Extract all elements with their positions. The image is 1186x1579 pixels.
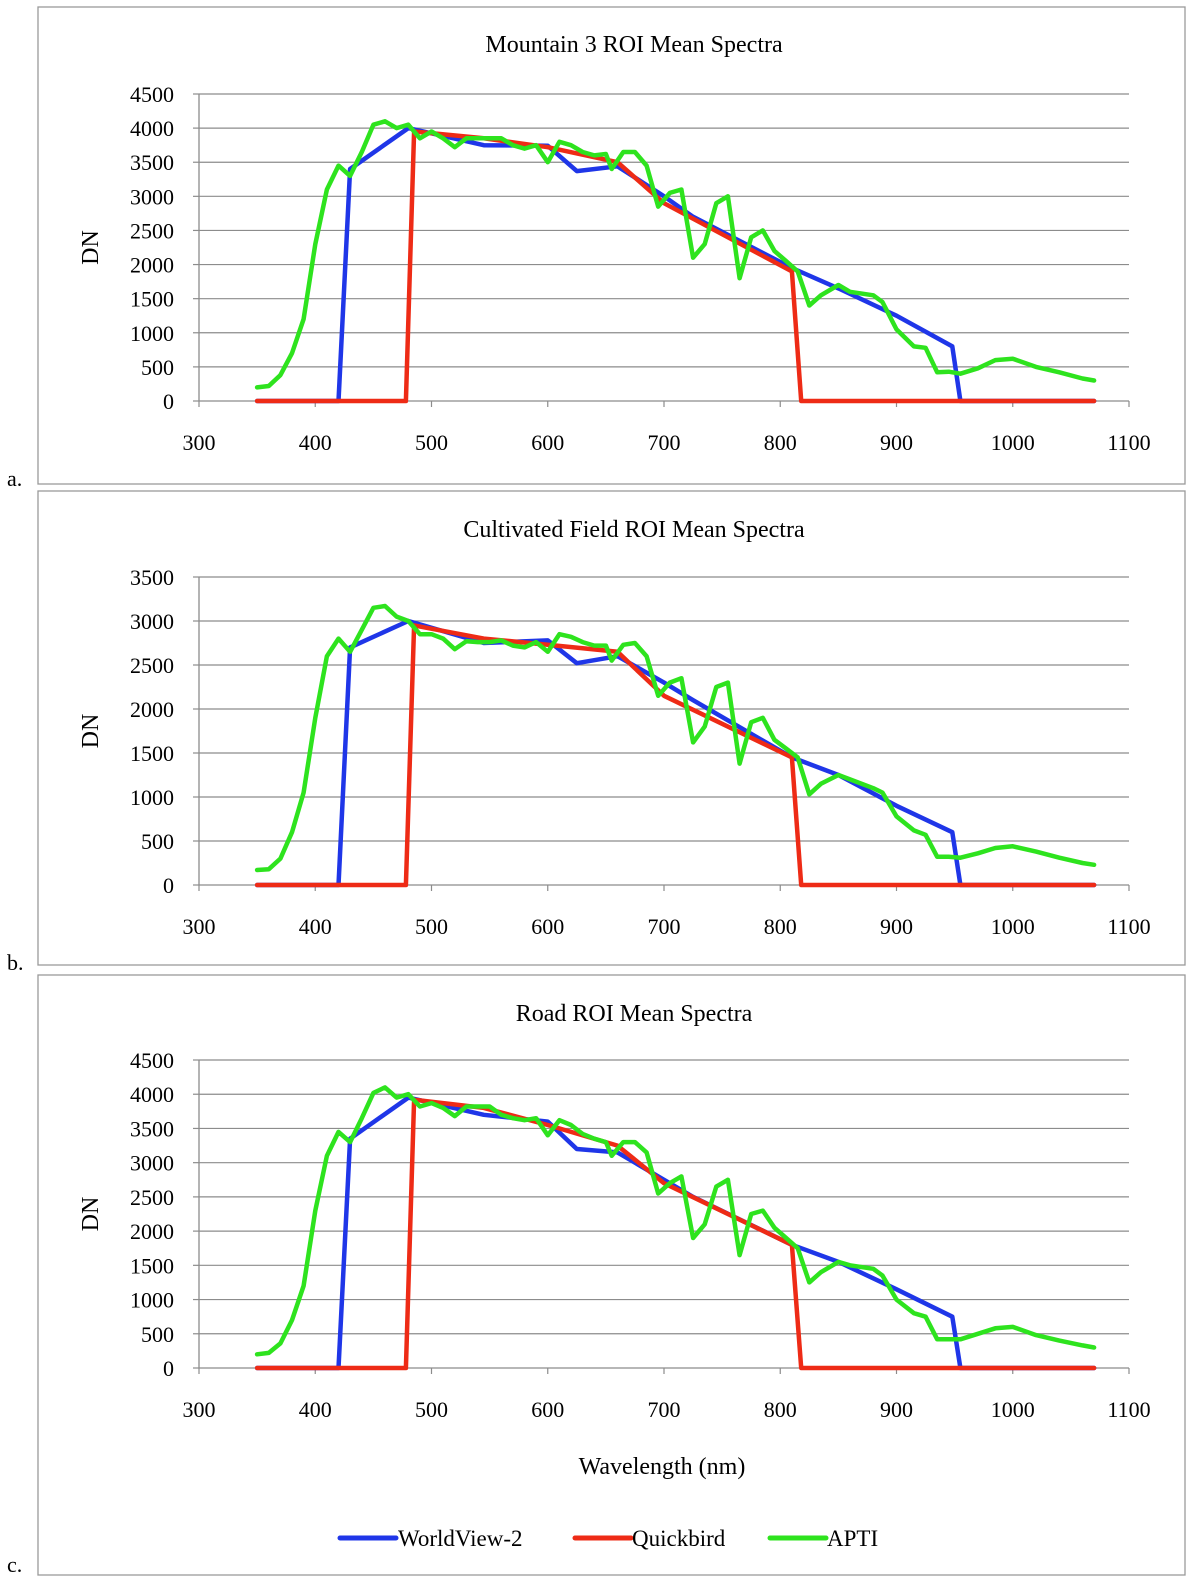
panel-label-b: b. [7,950,24,975]
x-tick-label: 1100 [1107,1397,1150,1422]
chart-title: Mountain 3 ROI Mean Spectra [485,32,783,58]
y-tick-label: 3500 [130,150,174,175]
x-tick-label: 600 [531,1397,564,1422]
y-tick-label: 2000 [130,1219,174,1244]
y-tick-label: 0 [163,873,174,898]
y-tick-label: 1500 [130,741,174,766]
y-tick-label: 500 [141,829,174,854]
panel-label-a: a. [7,466,23,491]
y-tick-label: 500 [141,355,174,380]
series-line-apti [254,119,1097,390]
y-tick-label: 1000 [130,321,174,346]
x-tick-label: 400 [299,914,332,939]
panel-border [37,490,1186,966]
series-line-quickbird [254,1097,1097,1371]
x-tick-label: 1100 [1107,914,1150,939]
legend-label-quickbird: Quickbird [632,1526,726,1551]
y-tick-label: 0 [163,389,174,414]
series-line-quickbird [254,623,1097,888]
y-tick-label: 4000 [130,1082,174,1107]
y-tick-label: 0 [163,1356,174,1381]
x-axis-label: Wavelength (nm) [579,1454,746,1480]
y-tick-label: 3500 [130,1116,174,1141]
x-tick-label: 800 [764,914,797,939]
panel-border [37,6,1186,485]
series-line-apti [254,1085,1097,1357]
x-tick-label: 700 [648,1397,681,1422]
x-tick-label: 800 [764,430,797,455]
chart-panel-1: Mountain 3 ROI Mean Spectra 0 500 1000 1500 2… [37,6,1186,485]
y-axis-label: DN [78,1197,104,1232]
x-tick-label: 800 [764,1397,797,1422]
x-tick-label: 400 [299,1397,332,1422]
y-tick-label: 1500 [130,287,174,312]
y-tick-label: 1000 [130,785,174,810]
x-tick-label: 300 [183,914,216,939]
x-tick-label: 600 [531,914,564,939]
x-tick-label: 600 [531,430,564,455]
chart-title: Road ROI Mean Spectra [516,1001,753,1027]
y-tick-label: 500 [141,1322,174,1347]
y-tick-label: 2500 [130,218,174,243]
x-tick-label: 1100 [1107,430,1150,455]
y-tick-label: 2000 [130,697,174,722]
y-axis-label: DN [78,230,104,265]
y-tick-label: 3000 [130,1151,174,1176]
x-tick-label: 900 [880,1397,913,1422]
panel-border [37,974,1186,1576]
chart-panel-3: Road ROI Mean Spectra 0 500 1000 1500 2000 250… [37,974,1186,1576]
series-line-apti [254,603,1097,873]
series-line-worldview-2 [254,1095,1097,1371]
x-tick-label: 1000 [991,1397,1035,1422]
y-tick-label: 2000 [130,253,174,278]
legend-label-worldview-2: WorldView-2 [398,1526,523,1551]
x-tick-label: 300 [183,1397,216,1422]
y-tick-label: 3000 [130,184,174,209]
x-tick-label: 700 [648,430,681,455]
x-tick-label: 700 [648,914,681,939]
y-tick-label: 1000 [130,1288,174,1313]
y-tick-label: 1500 [130,1253,174,1278]
y-axis-label: DN [78,714,104,749]
x-tick-label: 900 [880,430,913,455]
panel-label-c: c. [7,1552,23,1577]
x-tick-label: 500 [415,1397,448,1422]
x-tick-label: 1000 [991,430,1035,455]
y-tick-label: 4500 [130,82,174,107]
series-line-quickbird [254,129,1097,404]
y-tick-label: 2500 [130,1185,174,1210]
x-tick-label: 400 [299,430,332,455]
x-tick-label: 500 [415,430,448,455]
x-tick-label: 500 [415,914,448,939]
y-tick-label: 3500 [130,565,174,590]
chart-title: Cultivated Field ROI Mean Spectra [463,517,805,543]
x-tick-label: 1000 [991,914,1035,939]
chart-panel-2: Cultivated Field ROI Mean Spectra 0 500 100… [37,490,1186,966]
legend-label-apti: APTI [827,1526,878,1551]
y-tick-label: 3000 [130,609,174,634]
x-tick-label: 300 [183,430,216,455]
series-line-worldview-2 [254,618,1097,888]
x-tick-label: 900 [880,914,913,939]
y-tick-label: 4500 [130,1048,174,1073]
legend: WorldView-2 Quickbird APTI [337,1526,878,1551]
y-tick-label: 4000 [130,116,174,141]
y-tick-label: 2500 [130,653,174,678]
